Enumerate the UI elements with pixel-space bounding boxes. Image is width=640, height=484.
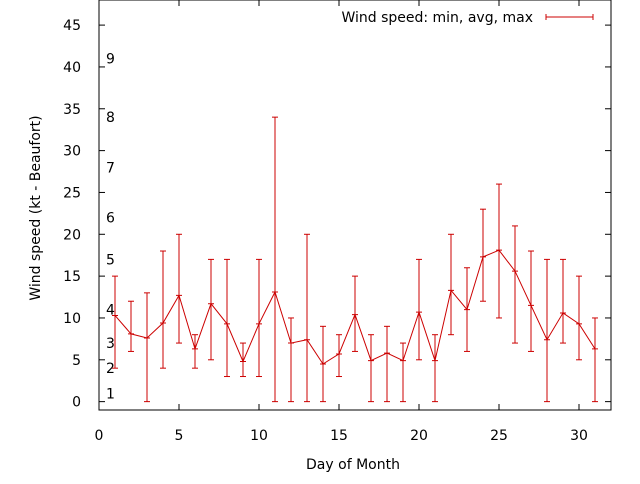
y-tick-label: 25 <box>63 185 81 201</box>
x-tick-label: 30 <box>570 428 588 444</box>
beaufort-annotation: 5 <box>106 252 115 268</box>
data-point <box>224 320 230 327</box>
beaufort-annotation: 6 <box>106 211 115 227</box>
data-point <box>288 340 294 347</box>
data-point <box>112 312 118 319</box>
data-point <box>192 345 198 352</box>
x-tick-label: 25 <box>490 428 508 444</box>
data-point <box>352 311 358 318</box>
data-point <box>272 289 278 296</box>
data-point <box>416 309 422 316</box>
y-tick-label: 45 <box>63 18 81 34</box>
beaufort-annotations: 1 2 3 4 5 6 7 8 9 <box>106 52 115 403</box>
legend-label: Wind speed: min, avg, max <box>341 10 533 26</box>
x-tick-label: 0 <box>95 428 104 444</box>
data-point <box>320 360 326 367</box>
data-point <box>528 302 534 309</box>
beaufort-annotation: 9 <box>106 52 115 68</box>
x-tick-label: 10 <box>250 428 268 444</box>
beaufort-annotation: 3 <box>106 336 115 352</box>
beaufort-annotation: 4 <box>106 303 115 319</box>
data-point <box>304 336 310 343</box>
data-point <box>384 350 390 357</box>
data-point <box>512 268 518 275</box>
beaufort-annotation: 8 <box>106 110 115 126</box>
wind-series <box>112 116 598 403</box>
x-tick-label: 5 <box>175 428 184 444</box>
data-point <box>128 330 134 337</box>
data-point <box>480 253 486 260</box>
plot-frame <box>98 0 612 411</box>
data-point <box>160 319 166 326</box>
y-tick-label: 30 <box>63 144 81 160</box>
data-point <box>144 335 150 342</box>
data-point <box>208 300 214 307</box>
y-tick-label: 0 <box>72 395 81 411</box>
data-point <box>400 357 406 364</box>
data-point <box>560 309 566 316</box>
data-point <box>256 320 262 327</box>
x-tick-label: 20 <box>410 428 428 444</box>
data-point <box>240 358 246 365</box>
y-tick-label: 5 <box>72 353 81 369</box>
x-axis-label: Day of Month <box>306 457 400 473</box>
beaufort-annotation: 2 <box>106 361 115 377</box>
data-point <box>496 247 502 254</box>
data-point <box>368 357 374 364</box>
y-tick-label: 40 <box>63 60 81 76</box>
legend: Wind speed: min, avg, max <box>341 10 594 26</box>
y-tick-label: 20 <box>63 227 81 243</box>
y-tick-label: 15 <box>63 269 81 285</box>
x-tick-label: 15 <box>330 428 348 444</box>
beaufort-annotation: 1 <box>106 386 115 402</box>
data-point <box>592 345 598 352</box>
y-axis-label: Wind speed (kt - Beaufort) <box>28 115 44 300</box>
data-point <box>544 336 550 343</box>
y-tick-label: 35 <box>63 102 81 118</box>
data-point <box>448 287 454 294</box>
y-tick-label: 10 <box>63 311 81 327</box>
data-point <box>432 357 438 364</box>
data-point <box>464 306 470 313</box>
data-point <box>336 350 342 357</box>
data-point <box>176 292 182 299</box>
beaufort-annotation: 7 <box>106 160 115 176</box>
data-point <box>576 320 582 327</box>
